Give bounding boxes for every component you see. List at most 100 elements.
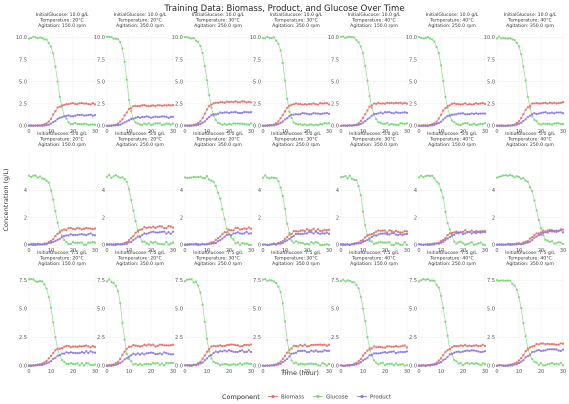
x-tick-label: 0 — [183, 129, 186, 135]
biomass-point — [91, 102, 94, 105]
glucose-point — [364, 224, 367, 227]
glucose-point — [500, 279, 503, 282]
glucose-point — [32, 174, 35, 177]
x-tick-label: 30 — [482, 248, 488, 254]
x-tick-label: 30 — [92, 129, 98, 135]
glucose-point — [183, 36, 187, 39]
biomass-point — [221, 100, 224, 104]
product-point — [555, 230, 558, 234]
biomass-point — [377, 345, 380, 349]
product-point — [350, 124, 354, 128]
biomass-point — [205, 350, 209, 353]
facet-label-glucose: InitialGlucose: 5.0 g/L — [349, 131, 399, 137]
product-point — [121, 122, 124, 125]
product-point — [464, 113, 467, 116]
glucose-point — [52, 52, 55, 55]
glucose-point — [281, 194, 284, 198]
glucose-point — [388, 362, 391, 365]
glucose-point — [433, 40, 436, 43]
biomass-point — [327, 228, 331, 231]
glucose-point — [54, 65, 57, 68]
x-tick-label: 0 — [339, 129, 342, 135]
product-point — [138, 116, 142, 119]
glucose-point — [230, 123, 233, 126]
product-point — [134, 116, 137, 119]
product-point — [323, 112, 326, 115]
biomass-point — [368, 105, 371, 108]
product-point — [279, 242, 282, 245]
product-point — [87, 232, 90, 236]
product-point — [301, 111, 304, 115]
glucose-point — [145, 362, 148, 366]
glucose-point — [314, 240, 317, 244]
product-point — [127, 355, 131, 358]
y-tick-label: 2.5 — [331, 335, 339, 341]
biomass-point — [197, 122, 200, 125]
glucose-point — [223, 218, 226, 221]
biomass-point — [542, 342, 545, 345]
glucose-point — [49, 189, 53, 192]
glucose-point — [91, 240, 94, 244]
biomass-point — [399, 345, 402, 348]
product-point — [392, 231, 395, 235]
glucose-point — [368, 346, 371, 349]
product-point — [171, 115, 175, 119]
glucose-point — [199, 44, 202, 48]
glucose-point — [327, 122, 331, 125]
product-point — [71, 115, 75, 118]
product-point — [76, 352, 79, 355]
product-point — [468, 230, 471, 234]
glucose-point — [439, 294, 443, 298]
glucose-point — [245, 123, 248, 126]
product-point — [377, 112, 380, 115]
biomass-point — [325, 228, 328, 232]
glucose-point — [80, 241, 83, 244]
x-tick-label: 0 — [261, 248, 264, 254]
glucose-point — [397, 363, 400, 367]
glucose-point — [466, 122, 469, 125]
glucose-point — [199, 175, 202, 178]
biomass-point — [316, 343, 320, 346]
biomass-point — [397, 230, 400, 234]
biomass-point — [283, 110, 287, 113]
x-tick-label: 0 — [27, 129, 30, 135]
glucose-point — [203, 320, 206, 323]
product-point — [446, 355, 449, 359]
product-point — [470, 112, 473, 115]
glucose-point — [205, 337, 209, 340]
biomass-point — [448, 232, 451, 235]
biomass-point — [230, 343, 233, 346]
product-point — [283, 359, 287, 362]
product-point — [80, 350, 83, 354]
product-point — [277, 242, 280, 245]
biomass-point — [477, 102, 480, 106]
biomass-point — [364, 112, 367, 116]
biomass-point — [141, 344, 144, 348]
product-point — [47, 123, 50, 126]
facet-label-temperature: Temperature: 40°C — [429, 256, 473, 262]
product-point — [266, 364, 269, 367]
product-point — [455, 350, 458, 354]
glucose-point — [401, 122, 404, 125]
facet-label-glucose: InitialGlucose: 5.0 g/L — [271, 131, 321, 137]
product-point — [56, 238, 59, 242]
glucose-point — [110, 35, 113, 39]
facet-label-glucose: InitialGlucose: 7.5 g/L — [271, 250, 321, 256]
product-point — [60, 236, 64, 239]
biomass-point — [283, 354, 287, 358]
biomass-point — [58, 231, 61, 234]
biomass-point — [288, 348, 291, 351]
glucose-point — [394, 123, 398, 126]
glucose-point — [401, 362, 404, 366]
x-tick-label: 30 — [326, 248, 332, 254]
biomass-point — [136, 104, 139, 108]
product-point — [121, 243, 124, 246]
glucose-point — [197, 40, 200, 43]
product-point — [69, 233, 72, 236]
product-point — [446, 237, 449, 240]
biomass-point — [232, 100, 235, 104]
product-point — [417, 364, 421, 368]
biomass-point — [279, 117, 282, 120]
facet-label-temperature: Temperature: 20°C — [117, 18, 161, 24]
